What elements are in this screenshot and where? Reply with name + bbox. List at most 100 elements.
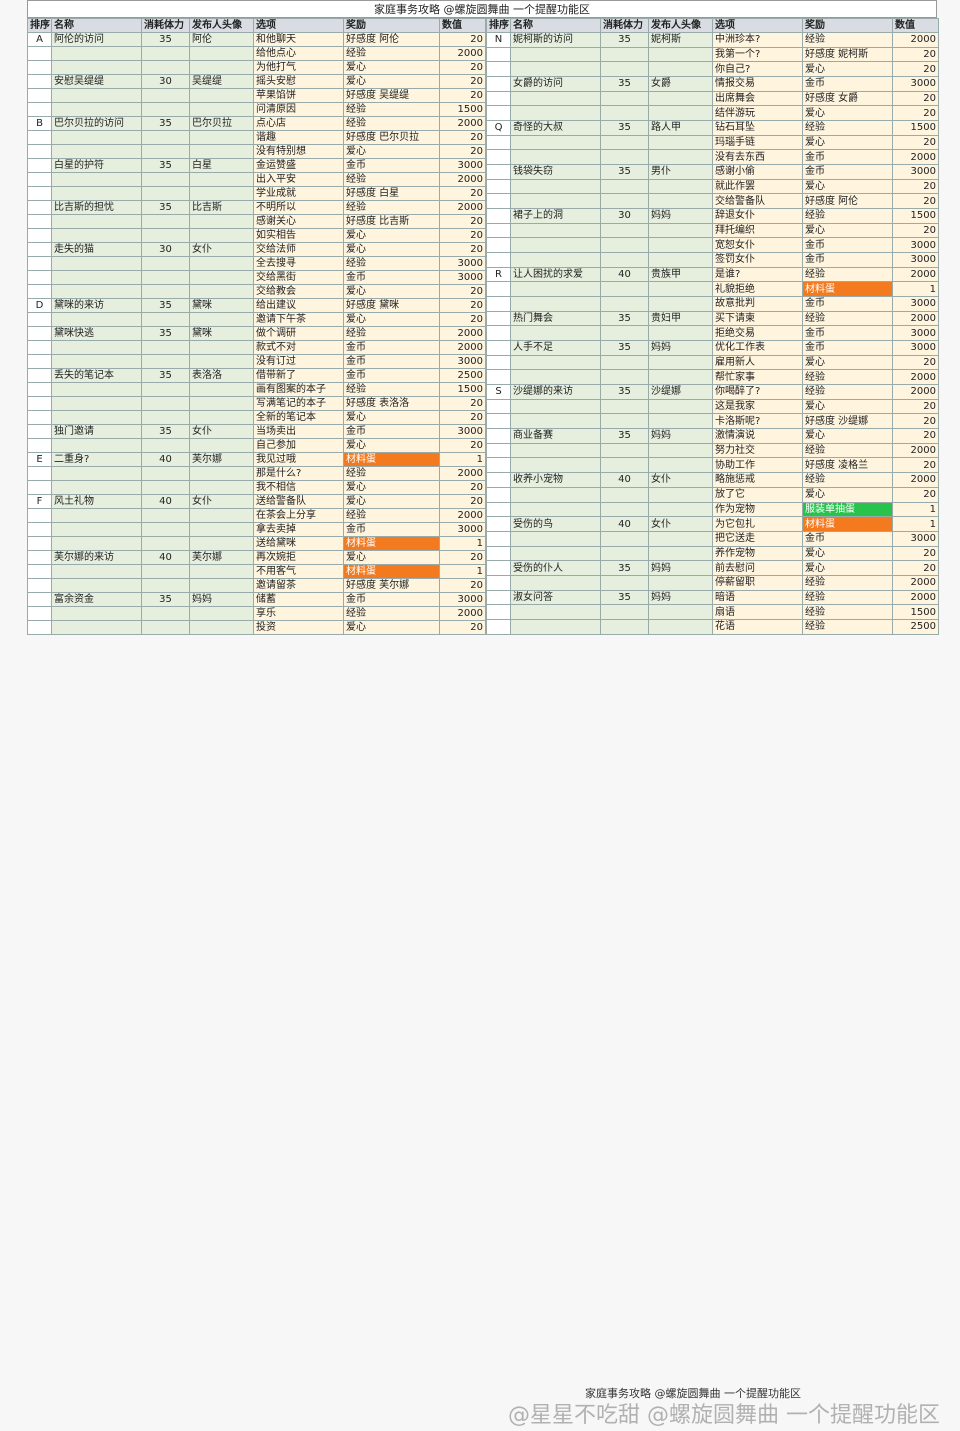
value-cell: 20 [892,61,939,78]
stamina-cell [141,256,190,271]
stamina-cell: 30 [141,74,190,89]
value-cell: 20 [439,410,486,425]
event-name-cell [51,172,142,187]
publisher-cell [648,134,713,151]
header-value: 数值 [892,18,939,33]
event-name-cell [51,396,142,411]
event-name-cell: 钱袋失窃 [510,164,601,180]
value-cell: 20 [892,178,939,195]
option-cell: 点心店 [253,116,344,131]
table-row: 这是我家 爱心 20 [486,398,939,415]
category-cell [486,164,511,180]
event-name-cell [51,214,142,229]
table-row: 就此作罢 爱心 20 [486,178,939,195]
header-option: 选项 [712,18,803,33]
category-cell [27,536,52,551]
reward-cell: 经验 [802,618,893,636]
event-name-cell [51,438,142,453]
event-name-cell [510,149,601,166]
option-cell: 你自己? [712,61,803,78]
event-name-cell [51,466,142,481]
publisher-cell: 女仆 [189,424,254,439]
category-cell [27,270,52,285]
publisher-cell: 黛咪 [189,326,254,341]
publisher-cell: 路人甲 [648,120,713,136]
reward-cell: 爱心 [802,105,893,122]
option-cell: 感谢小偷 [712,164,803,180]
table-row: 把它送走 金币 3000 [486,530,939,547]
option-cell: 钻石耳坠 [712,120,803,136]
stamina-cell: 35 [600,120,649,136]
stamina-cell: 40 [600,516,649,532]
value-cell: 20 [439,298,486,313]
left-header-row: 排序 名称 消耗体力 发布人头像 选项 奖励 数值 [27,18,486,33]
stamina-cell: 35 [600,384,649,400]
stamina-cell: 40 [600,266,649,283]
option-cell: 中洲珍本? [712,32,803,48]
publisher-cell [648,193,713,210]
publisher-cell [648,325,713,342]
category-cell [27,228,52,243]
event-name-cell: 黛咪快逃 [51,326,142,341]
stamina-cell [600,574,649,591]
value-cell: 20 [439,578,486,593]
reward-cell: 爱心 [343,228,440,243]
stamina-cell [141,270,190,285]
value-cell: 3000 [439,522,486,537]
option-cell: 卡洛斯呢? [712,413,803,430]
reward-cell: 金币 [802,237,893,254]
publisher-cell: 妈妈 [648,208,713,224]
value-cell: 3000 [439,256,486,271]
value-cell: 2000 [892,574,939,591]
publisher-cell: 巴尔贝拉 [189,116,254,131]
reward-cell: 好感度 吴缇缇 [343,88,440,103]
value-cell: 2000 [439,46,486,61]
stamina-cell [141,522,190,537]
table-row: 富余资金 35 妈妈 储蓄 金币 3000 [27,592,486,607]
watermark: @星星不吃甜 @螺旋圆舞曲 一个提醒功能区 [508,1403,940,1428]
category-cell: R [486,266,511,283]
event-name-cell [510,501,601,518]
reward-cell: 经验 [343,466,440,481]
option-cell: 如实相告 [253,228,344,243]
value-cell: 3000 [892,296,939,312]
publisher-cell [189,620,254,635]
reward-cell: 爱心 [343,480,440,495]
stamina-cell [600,178,649,195]
reward-cell: 好感度 巴尔贝拉 [343,130,440,145]
category-cell [486,61,511,78]
event-name-cell [510,574,601,591]
option-cell: 给出建议 [253,298,344,313]
stamina-cell [600,105,649,122]
value-cell: 20 [439,494,486,509]
publisher-cell: 妈妈 [648,428,713,444]
value-cell: 20 [439,130,486,145]
publisher-cell [189,60,254,75]
event-name-cell [51,480,142,495]
value-cell: 20 [892,560,939,576]
publisher-cell [648,574,713,591]
event-name-cell: 巴尔贝拉的访问 [51,116,142,131]
value-cell: 2000 [892,266,939,283]
table-row: F 风土礼物 40 女仆 送给警备队 爱心 20 [27,494,486,509]
value-cell: 1 [892,281,939,298]
table-row: 交给警备队 好感度 阿伦 20 [486,193,939,210]
event-name-cell [510,237,601,254]
table-row: 黛咪快逃 35 黛咪 做个调研 经验 2000 [27,326,486,341]
value-cell: 20 [439,74,486,89]
reward-cell: 经验 [802,574,893,591]
publisher-cell [189,102,254,117]
reward-cell: 经验 [802,384,893,400]
category-cell [27,382,52,397]
category-cell [27,592,52,607]
stamina-cell [600,604,649,620]
value-cell: 2000 [892,32,939,48]
category-cell [486,428,511,444]
value-cell: 20 [892,486,939,503]
reward-cell: 爱心 [802,61,893,78]
publisher-cell: 比吉斯 [189,200,254,215]
stamina-cell [600,442,649,459]
stamina-cell [600,237,649,254]
reward-cell: 爱心 [343,494,440,509]
reward-cell: 经验 [802,310,893,327]
